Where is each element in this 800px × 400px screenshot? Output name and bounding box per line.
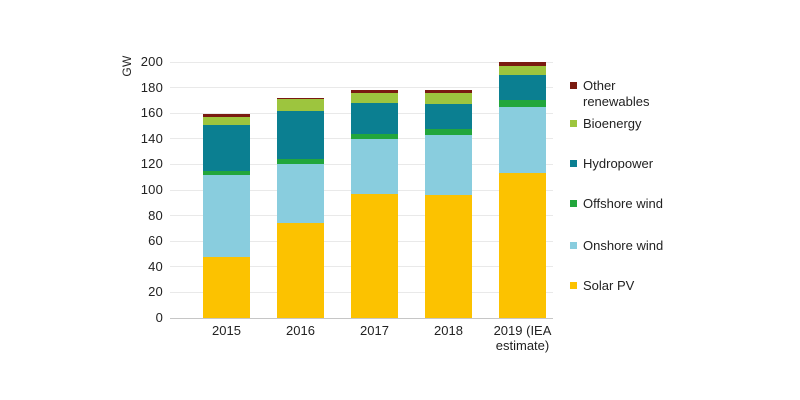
bar-segment-2017-solar-pv <box>351 193 398 318</box>
y-tick-label-20: 20 <box>148 284 163 300</box>
legend-label: Onshore wind <box>583 238 664 253</box>
bar-segment-2015-offshore-wind <box>203 170 250 175</box>
legend-label: Bioenergy <box>583 116 642 131</box>
gridline-200 <box>170 61 553 63</box>
gridline-180 <box>170 87 553 89</box>
x-axis-line <box>170 317 553 319</box>
bar-segment-2016-solar-pv <box>277 223 324 318</box>
y-tick-label-120: 120 <box>140 156 163 172</box>
legend-item-onshore-wind: Onshore wind <box>570 238 663 254</box>
bar-segment-2015-hydropower <box>203 124 250 171</box>
x-tick-label-2019: 2019 (IEA estimate) <box>493 323 552 353</box>
legend-swatch-onshore-wind <box>570 242 577 249</box>
bar-segment-2019-bioenergy <box>499 65 546 75</box>
x-tick-label-2015: 2015 <box>212 323 241 338</box>
y-tick-label-80: 80 <box>148 207 163 223</box>
legend-swatch-bioenergy <box>570 120 577 127</box>
bar-segment-2017-offshore-wind <box>351 133 398 139</box>
legend-swatch-solar-pv <box>570 282 577 289</box>
legend-swatch-other-renewables <box>570 82 577 89</box>
legend-label: Solar PV <box>583 278 635 293</box>
bar-segment-2015-other-renewables <box>203 114 250 118</box>
bar-segment-2018-other-renewables <box>425 90 472 93</box>
legend-label: Other renewables <box>583 78 650 109</box>
bar-segment-2017-hydropower <box>351 102 398 134</box>
bar-segment-2016-bioenergy <box>277 99 324 111</box>
legend-swatch-offshore-wind <box>570 200 577 207</box>
legend-label: Hydropower <box>583 156 654 171</box>
bar-segment-2017-onshore-wind <box>351 138 398 194</box>
legend-swatch-hydropower <box>570 160 577 167</box>
y-tick-label-200: 200 <box>140 54 163 69</box>
bar-segment-2019-other-renewables <box>499 62 546 66</box>
y-tick-label-100: 100 <box>140 182 163 197</box>
bar-segment-2019-onshore-wind <box>499 106 546 174</box>
bar-segment-2018-bioenergy <box>425 92 472 105</box>
x-tick-label-2017: 2017 <box>360 323 389 338</box>
bar-segment-2019-hydropower <box>499 74 546 101</box>
y-tick-label-40: 40 <box>148 258 163 274</box>
bar-segment-2016-onshore-wind <box>277 164 324 224</box>
y-tick-label-180: 180 <box>140 79 163 95</box>
y-tick-label-0: 0 <box>155 310 163 325</box>
y-tick-label-60: 60 <box>148 233 163 249</box>
bar-segment-2019-solar-pv <box>499 173 546 318</box>
bar-segment-2017-bioenergy <box>351 92 398 103</box>
legend-item-solar-pv: Solar PV <box>570 278 634 294</box>
x-tick-label-2016: 2016 <box>286 323 315 338</box>
bar-segment-2018-hydropower <box>425 104 472 129</box>
legend: Other renewables Bioenergy Hydropower Offsh… <box>570 0 710 400</box>
legend-item-other-renewables: Other renewables <box>570 78 683 110</box>
bar-segment-2018-offshore-wind <box>425 128 472 135</box>
y-tick-label-160: 160 <box>140 105 163 121</box>
bar-segment-2016-offshore-wind <box>277 159 324 165</box>
legend-item-bioenergy: Bioenergy <box>570 116 642 132</box>
legend-item-offshore-wind: Offshore wind <box>570 196 663 212</box>
bar-segment-2017-other-renewables <box>351 90 398 93</box>
legend-label: Offshore wind <box>583 196 663 211</box>
bar-segment-2019-offshore-wind <box>499 100 546 107</box>
bar-segment-2016-hydropower <box>277 110 324 160</box>
legend-item-hydropower: Hydropower <box>570 156 653 172</box>
bar-segment-2015-solar-pv <box>203 256 250 318</box>
bar-segment-2018-onshore-wind <box>425 134 472 196</box>
y-tick-label-140: 140 <box>140 130 163 146</box>
bar-segment-2015-bioenergy <box>203 117 250 125</box>
bar-segment-2018-solar-pv <box>425 195 472 318</box>
x-tick-label-2018: 2018 <box>434 323 463 338</box>
bar-segment-2015-onshore-wind <box>203 174 250 257</box>
bar-segment-2016-other-renewables <box>277 97 324 100</box>
